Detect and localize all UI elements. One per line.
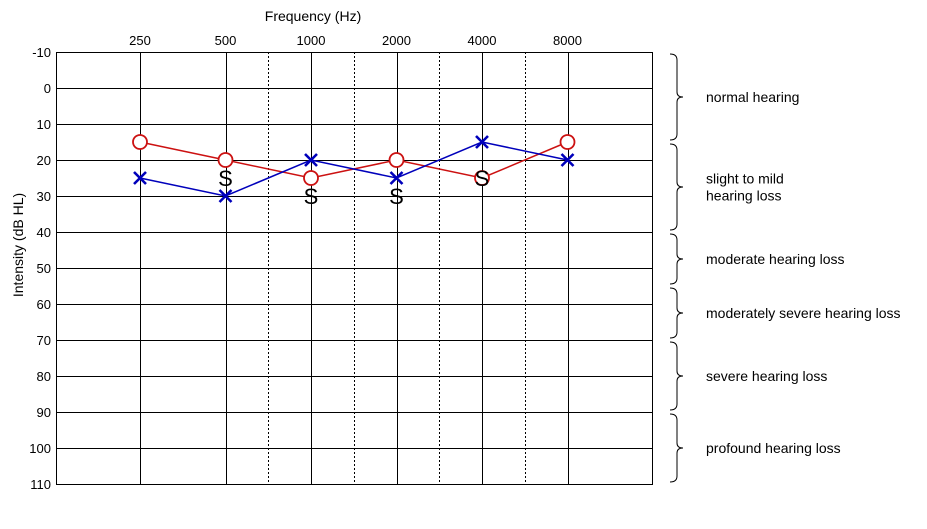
y-tick-label: 110 (30, 477, 51, 492)
series-sound-field: SS SS (218, 166, 489, 209)
range-label: normal hearing (706, 89, 799, 105)
range-brace (669, 341, 684, 411)
y-tick-label: -10 (32, 45, 51, 60)
range-brace (669, 143, 684, 231)
marker-s: S (304, 184, 319, 209)
y-tick-label: 30 (37, 189, 51, 204)
x-tick-label: 4000 (468, 33, 497, 48)
range-brace (669, 53, 684, 141)
range-brace (669, 413, 684, 483)
x-tick-label: 500 (215, 33, 237, 48)
range-label: moderately severe hearing loss (706, 305, 901, 321)
y-tick-label: 10 (37, 117, 51, 132)
marker-x (475, 135, 489, 149)
marker-circle (474, 170, 490, 186)
grid (56, 52, 653, 485)
marker-s: S (218, 166, 233, 191)
marker-circle (132, 134, 148, 150)
range-label: moderate hearing loss (706, 251, 845, 267)
y-tick-label: 0 (44, 81, 51, 96)
marker-x (560, 153, 575, 167)
range-profound-hearing-loss: profound hearing loss (669, 413, 841, 483)
x-tick-label: 8000 (553, 33, 582, 48)
marker-x (133, 171, 147, 185)
marker-s: S (475, 166, 490, 191)
marker-x (218, 189, 233, 203)
plot-border (56, 52, 653, 485)
range-label: profound hearing loss (706, 440, 841, 456)
y-tick-labels: -10 0 10 20 30 40 50 60 70 80 90 100 110 (29, 45, 51, 492)
range-normal-hearing: normal hearing (669, 53, 799, 141)
range-slight-to-mild-hearing-loss: slight to mild hearing loss (669, 143, 784, 231)
marker-circle (559, 134, 576, 150)
marker-circle (217, 152, 234, 168)
y-tick-label: 60 (37, 297, 51, 312)
chart-title: Frequency (Hz) (265, 8, 361, 24)
y-tick-label: 50 (37, 261, 51, 276)
marker-x (389, 171, 404, 185)
marker-s: S (389, 184, 404, 209)
hearing-ranges: normal hearing slight to mild hearing loss… (669, 53, 901, 483)
range-label: slight to mild hearing loss (706, 171, 784, 204)
range-moderate-hearing-loss: moderate hearing loss (669, 233, 845, 285)
series-left-ear (133, 135, 575, 203)
marker-circle (388, 152, 405, 168)
y-tick-label: 90 (37, 405, 51, 420)
range-label: severe hearing loss (706, 368, 827, 384)
series-line-left-ear (139, 141, 568, 197)
y-tick-label: 100 (29, 441, 51, 456)
range-brace (669, 233, 684, 285)
y-tick-label: 40 (37, 225, 51, 240)
y-tick-label: 80 (37, 369, 51, 384)
series-group: SS SS (132, 134, 576, 209)
x-tick-label: 2000 (382, 33, 411, 48)
range-severe-hearing-loss: severe hearing loss (669, 341, 827, 411)
range-brace (669, 287, 684, 339)
x-tick-label: 250 (129, 33, 151, 48)
x-tick-labels: 250 500 1000 2000 4000 8000 (129, 33, 582, 48)
marker-circle (303, 170, 319, 186)
x-tick-label: 1000 (297, 33, 326, 48)
y-axis-label: Intensity (dB HL) (10, 193, 26, 297)
range-moderately-severe-hearing-loss: moderately severe hearing loss (669, 287, 901, 339)
y-tick-label: 70 (37, 333, 51, 348)
marker-x (304, 153, 318, 167)
y-tick-label: 20 (37, 153, 51, 168)
